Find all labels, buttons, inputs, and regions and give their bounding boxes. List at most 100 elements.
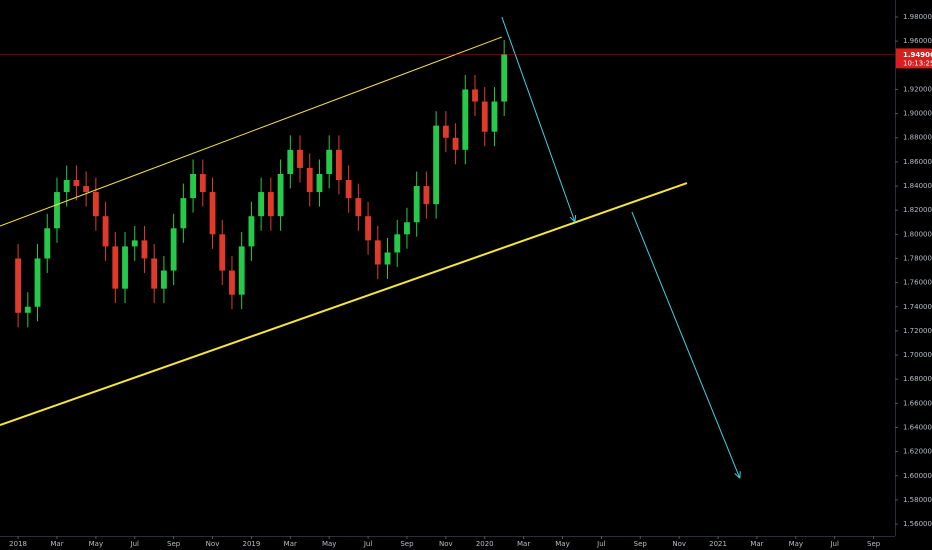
y-tick-label: 1.78000 [903,254,932,262]
x-tick-label: 2018 [9,540,27,548]
arrow-head [569,216,576,223]
candle-body [238,246,245,295]
y-tick-label: 1.72000 [903,327,932,335]
candle-body [151,258,158,289]
candle-body [267,192,274,217]
candle-body [277,173,284,217]
candle-body [442,125,449,138]
arrow-line [631,211,741,479]
candle-body [413,186,420,223]
x-tick-label: Sep [167,540,181,548]
candle-body [297,149,303,168]
y-tick-label: 1.74000 [903,303,932,311]
trend-line [0,182,688,427]
x-tick-label: 2019 [242,540,260,548]
candle-body [209,192,216,235]
y-tick-label: 1.70000 [903,351,932,359]
x-tick-label: Mar [750,540,763,548]
x-tick-label: May [322,540,336,548]
candle-body [481,101,488,132]
candle-body [112,246,119,289]
x-tick-label: Nov [672,540,686,548]
x-tick-label: Nov [439,540,453,548]
candle-body [384,252,391,265]
trend-line [0,36,503,227]
candle-body [15,258,21,313]
candle-body [326,149,333,174]
y-tick-label: 1.68000 [903,375,932,383]
candle-body [258,192,265,217]
x-tick-label: 2020 [476,540,494,548]
candle-body [180,198,187,229]
candle-body [160,270,167,289]
candle-body [199,173,206,193]
y-tick-label: 1.98000 [903,13,932,21]
candle-body [501,54,508,102]
y-tick-label: 1.66000 [903,399,932,407]
candle-body [306,167,313,193]
candle-body [102,216,109,247]
candle-body [491,101,498,132]
candle-body [54,192,60,229]
y-tick-label: 1.64000 [903,423,932,431]
candle-body [433,125,440,205]
y-tick-label: 1.88000 [903,134,932,142]
x-tick-label: Jul [829,540,839,548]
x-tick-label: Jul [130,540,140,548]
x-tick-label: May [789,540,803,548]
x-tick-label: 2021 [709,540,727,548]
candle-body [83,186,90,193]
candle-body [141,240,148,259]
candle-body [287,149,294,174]
arrow-head [734,473,741,479]
y-tick-label: 1.76000 [903,279,932,287]
y-tick-label: 1.62000 [903,448,932,456]
candle-body [248,216,255,247]
x-tick-label: Sep [867,540,881,548]
candle-body [229,270,235,295]
candle-body [365,216,371,241]
candle-body [374,240,381,265]
x-tick-label: Jul [363,540,373,548]
y-tick-label: 1.58000 [903,496,932,504]
x-tick-label: Jul [596,540,606,548]
y-tick-label: 1.84000 [903,182,932,190]
candle-body [170,228,177,271]
x-tick-label: May [555,540,569,548]
candle-body [355,198,362,217]
candle-body [335,149,342,180]
x-tick-label: Mar [517,540,530,548]
arrow-head [574,214,577,223]
x-tick-label: Mar [284,540,297,548]
x-tick-label: Mar [50,540,63,548]
candle-body [34,258,41,307]
y-tick-label: 1.80000 [903,230,932,238]
candle-body [452,137,459,150]
candle-body [472,89,478,102]
candle-body [92,192,99,217]
y-tick-label: 1.90000 [903,110,932,118]
candle-body [131,240,138,247]
candle-body [423,186,430,205]
y-tick-label: 1.96000 [903,37,932,45]
last-price-box [896,48,932,69]
y-tick-label: 1.92000 [903,85,932,93]
candle-body [24,306,31,313]
candle-body [394,234,401,253]
countdown-label: 10:13:25 [903,59,932,67]
y-tick-label: 1.60000 [903,472,932,480]
candle-body [345,179,352,199]
candle-body [219,234,226,271]
candle-body [190,173,196,199]
candle-body [44,228,51,259]
candle-body [404,222,410,235]
candle-body [122,246,128,289]
candle-body [316,173,323,193]
candle-body [63,179,70,193]
y-tick-label: 1.82000 [903,206,932,214]
candle-body [73,179,80,187]
arrow-line [501,16,576,223]
